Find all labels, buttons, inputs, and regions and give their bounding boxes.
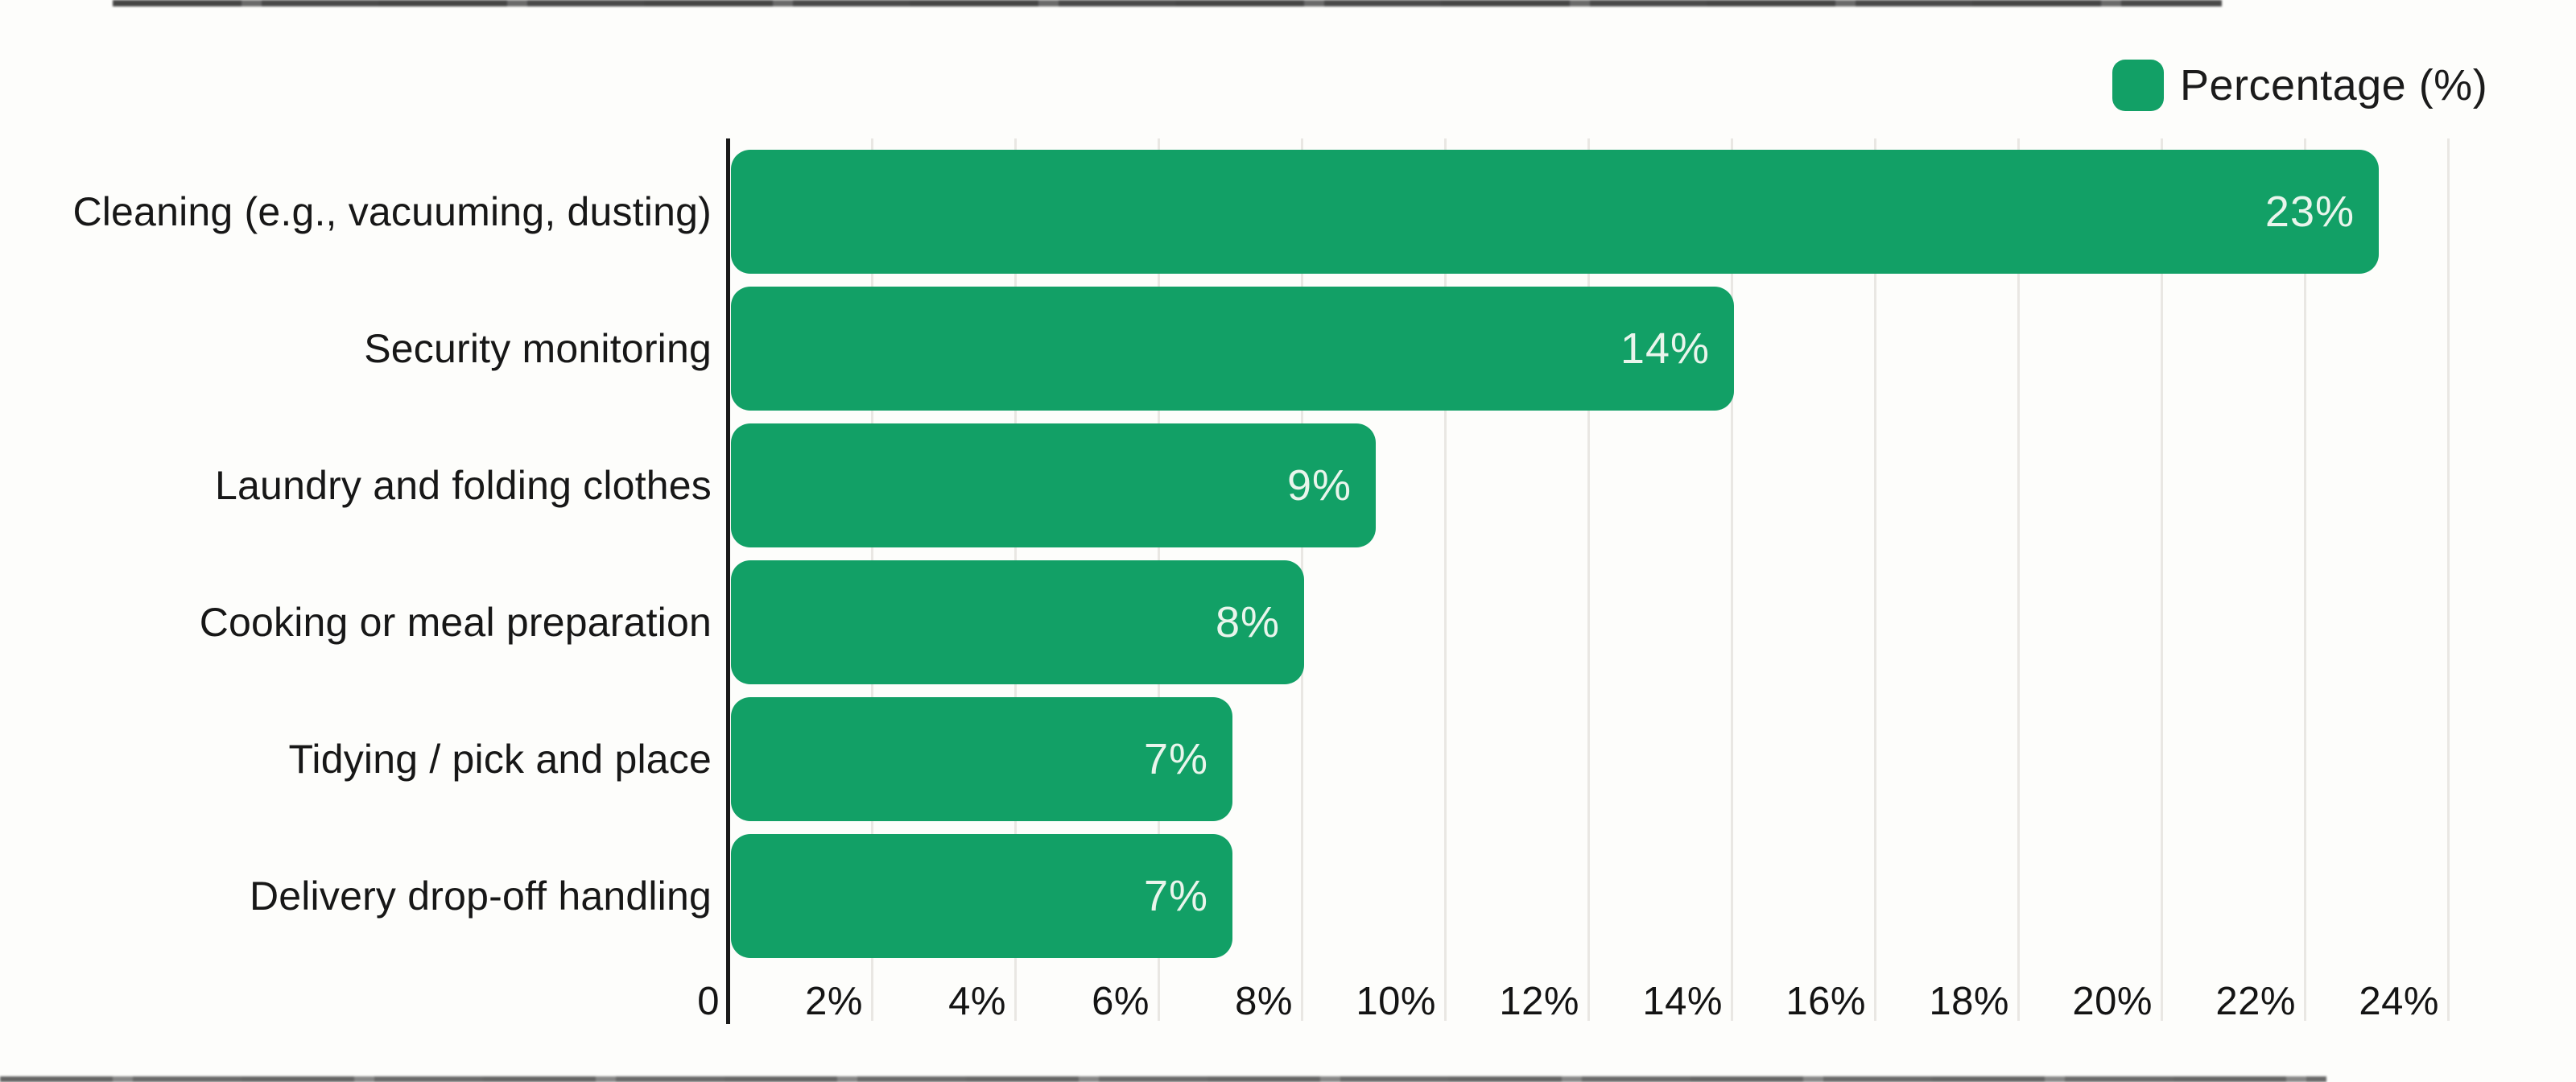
bar: 14% [731, 287, 1734, 411]
category-label: Delivery drop-off handling [249, 873, 712, 919]
x-tick-label: 12% [1499, 980, 1579, 1023]
bar: 8% [731, 560, 1304, 684]
category-label: Tidying / pick and place [288, 737, 712, 782]
bar: 7% [731, 697, 1232, 821]
gridline [2017, 138, 2020, 1021]
x-tick-label: 16% [1785, 980, 1866, 1023]
gridline [1874, 138, 1876, 1021]
x-tick-label: 20% [2072, 980, 2153, 1023]
bar-value-label: 14% [1620, 324, 1710, 373]
gridline [1731, 138, 1733, 1021]
bar-value-label: 7% [1143, 735, 1208, 783]
category-label: Security monitoring [364, 326, 712, 371]
photo-artifact-top-edge [113, 0, 2222, 6]
x-tick-label: 18% [1929, 980, 2009, 1023]
x-tick-label: 24% [2359, 980, 2439, 1023]
x-tick-label: 2% [805, 980, 863, 1023]
gridline [2161, 138, 2163, 1021]
gridline [2304, 138, 2306, 1021]
x-tick-label: 8% [1235, 980, 1293, 1023]
bar-value-label: 9% [1286, 461, 1352, 510]
category-label: Cooking or meal preparation [199, 600, 712, 645]
bar-value-label: 23% [2264, 188, 2355, 236]
x-tick-label: 6% [1092, 980, 1150, 1023]
x-tick-label: 14% [1642, 980, 1723, 1023]
gridline [1444, 138, 1447, 1021]
x-tick-label: 22% [2215, 980, 2296, 1023]
bar: 9% [731, 423, 1376, 547]
category-label: Cleaning (e.g., vacuuming, dusting) [72, 189, 712, 234]
x-tick-label: 0 [697, 980, 720, 1023]
bar-value-label: 7% [1143, 872, 1208, 920]
bar-value-label: 8% [1215, 598, 1280, 646]
category-label: Laundry and folding clothes [215, 463, 712, 508]
legend-swatch [2112, 60, 2164, 111]
legend-label: Percentage (%) [2180, 61, 2488, 109]
x-tick-label: 10% [1356, 980, 1436, 1023]
y-axis-line [726, 138, 730, 1024]
gridline [1587, 138, 1590, 1021]
chart-legend: Percentage (%) [2112, 60, 2487, 111]
bar: 23% [731, 150, 2379, 274]
x-tick-label: 4% [948, 980, 1006, 1023]
photo-artifact-bottom-edge [0, 1076, 2326, 1082]
bar: 7% [731, 834, 1232, 958]
gridline [2447, 138, 2450, 1021]
